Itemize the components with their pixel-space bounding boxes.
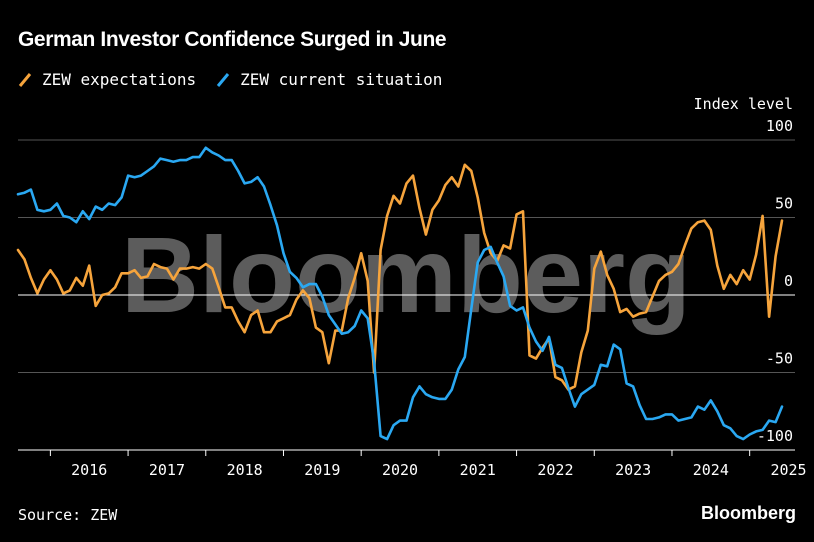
x-tick-label: 2023 <box>615 461 651 479</box>
x-tick-label: 2024 <box>693 461 729 479</box>
x-tick-label: 2025 <box>770 461 806 479</box>
watermark-text: Bloomberg <box>121 214 691 335</box>
series-line-zew-expectations <box>16 163 784 391</box>
x-tick-label: 2018 <box>227 461 263 479</box>
legend-item-expectations: ZEW expectations <box>18 70 196 89</box>
y-tick-label: -50 <box>766 350 793 368</box>
source-note: Source: ZEW <box>18 506 118 524</box>
x-tick-label: 2022 <box>537 461 573 479</box>
y-tick-label: -100 <box>757 427 793 445</box>
bloomberg-logo: Bloomberg <box>700 503 796 523</box>
chart-title: German Investor Confidence Surged in Jun… <box>18 28 447 51</box>
x-tick-label: 2017 <box>149 461 185 479</box>
legend-swatch-expectations <box>18 72 32 87</box>
x-tick-label: 2021 <box>460 461 496 479</box>
y-tick-label: 100 <box>766 117 793 135</box>
y-tick-label: 0 <box>784 272 793 290</box>
x-tick-label: 2019 <box>304 461 340 479</box>
legend-label-expectations: ZEW expectations <box>42 70 197 89</box>
y-axis-label: Index level <box>694 95 793 113</box>
series-line-zew-current-situation <box>16 146 784 441</box>
x-tick-label: 2020 <box>382 461 418 479</box>
x-tick-label: 2016 <box>71 461 107 479</box>
legend-item-current: ZEW current situation <box>216 70 442 89</box>
legend-label-current: ZEW current situation <box>240 70 443 89</box>
legend-swatch-current <box>216 72 230 87</box>
y-tick-label: 50 <box>775 195 793 213</box>
chart-legend: ZEW expectations ZEW current situation <box>18 70 462 89</box>
